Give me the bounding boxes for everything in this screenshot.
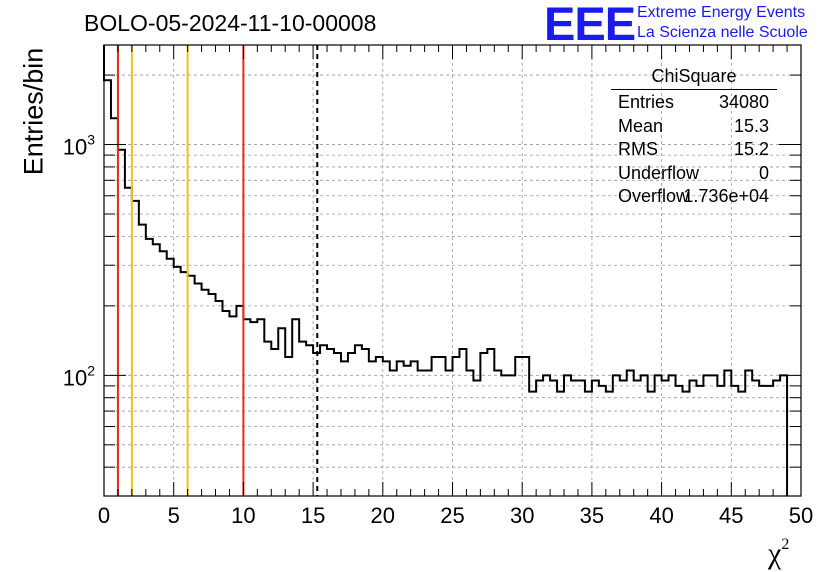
x-axis-label-exponent: 2	[781, 536, 790, 553]
grid-lines	[104, 45, 801, 497]
stats-row: Underflow 0	[611, 161, 777, 185]
x-tick-label: 10	[231, 503, 255, 528]
stats-box: ChiSquare Entries 34080 Mean 15.3 RMS 15.2 …	[611, 66, 777, 208]
x-tick-label: 30	[510, 503, 534, 528]
stats-key: Overflow	[618, 186, 690, 206]
stats-row: Overflow 1.736e+04	[611, 184, 777, 208]
stats-key: Underflow	[618, 162, 700, 183]
stats-value: 34080	[718, 92, 769, 112]
org-name-line1: Extreme Energy Events	[637, 4, 806, 21]
y-axis-label: Entries/bin	[18, 47, 49, 176]
x-tick-label: 20	[371, 503, 395, 528]
stats-row: Entries 34080	[611, 90, 777, 114]
stats-value: 15.2	[733, 139, 769, 159]
x-axis-label: χ2	[768, 536, 789, 571]
stats-value: 0	[758, 162, 769, 183]
x-tick-label: 40	[649, 503, 673, 528]
cut-lines	[116, 45, 319, 496]
org-name-line2: La Scienza nelle Scuole	[637, 24, 808, 41]
x-tick-label: 25	[440, 503, 464, 528]
x-tick-label: 45	[719, 503, 743, 528]
x-tick-label: 0	[98, 503, 110, 528]
x-tick-label: 35	[580, 503, 604, 528]
x-tick-label: 5	[168, 503, 180, 528]
chart-title: BOLO-05-2024-11-10-00008	[84, 10, 377, 36]
axis-ticks	[103, 45, 802, 497]
stats-key: Mean	[618, 115, 664, 136]
stats-value: 1.736e+04	[683, 186, 769, 206]
stats-key: RMS	[618, 139, 658, 159]
histogram-series	[103, 45, 789, 496]
tick-labels: 0 5 10 15 20 25 30 35 40 45 50 102 103	[63, 132, 814, 528]
x-axis-label-base: χ	[768, 537, 782, 570]
y-tick-label: 103	[63, 132, 95, 160]
x-tick-label: 50	[789, 503, 813, 528]
stats-value: 15.3	[733, 115, 769, 136]
stats-row: RMS 15.2	[611, 137, 777, 161]
histogram-line	[103, 45, 789, 496]
stats-row: Mean 15.3	[611, 114, 777, 138]
stats-box-title: ChiSquare	[611, 66, 777, 90]
x-tick-label: 15	[301, 503, 325, 528]
eee-logo: EEE	[544, 0, 636, 50]
y-tick-label: 102	[63, 362, 95, 390]
stats-key: Entries	[618, 92, 675, 112]
